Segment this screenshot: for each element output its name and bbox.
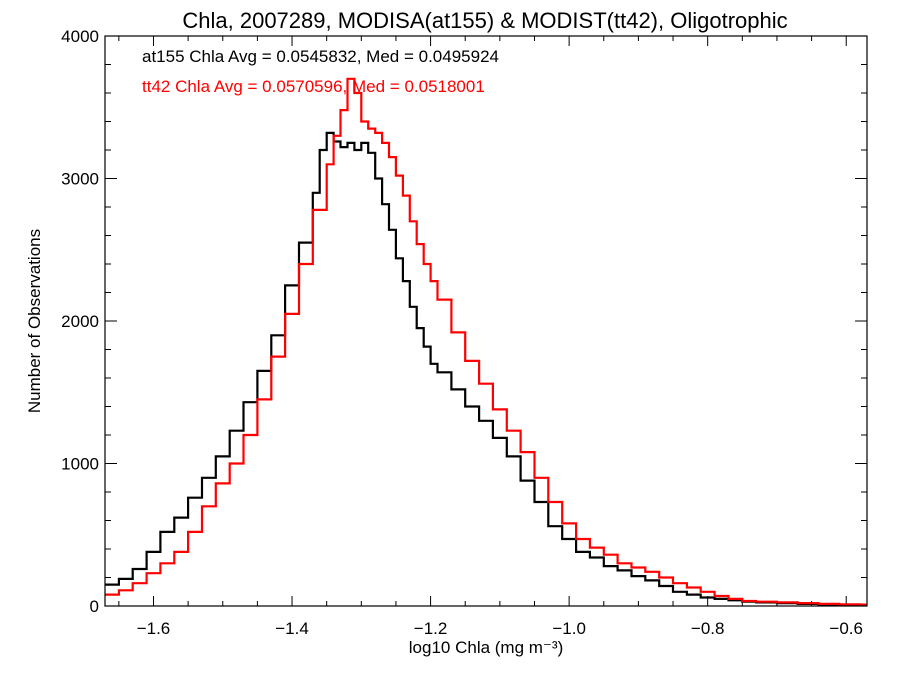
x-tick-label: −0.8: [691, 619, 725, 638]
y-tick-label: 1000: [61, 455, 99, 474]
annotation-at155: at155 Chla Avg = 0.0545832, Med = 0.0495…: [142, 47, 499, 66]
series-line-1: [105, 77, 867, 606]
y-axis-label: Number of Observations: [25, 229, 44, 413]
annotation-tt42: tt42 Chla Avg = 0.0570596, Med = 0.05180…: [142, 77, 485, 96]
y-tick-label: 3000: [61, 170, 99, 189]
series-lines: [105, 77, 867, 607]
y-tick-label: 4000: [61, 27, 99, 46]
x-tick-label: −1.0: [552, 619, 586, 638]
x-tick-label: −1.2: [414, 619, 448, 638]
x-tick-label: −0.6: [829, 619, 863, 638]
x-tick-label: −1.4: [275, 619, 309, 638]
y-tick-label: 0: [90, 597, 99, 616]
x-tick-label: −1.6: [137, 619, 171, 638]
y-tick-label: 2000: [61, 312, 99, 331]
x-axis-label: log10 Chla (mg m⁻³): [409, 638, 563, 657]
axis-ticks: −1.6 −1.4 −1.2 −1.0 −0.8 −0.6 0 1000 2000 3000 400…: [61, 27, 867, 638]
series-line-0: [105, 131, 867, 607]
plot-frame: [104, 35, 868, 607]
chart-title: Chla, 2007289, MODISA(at155) & MODIST(tt…: [182, 8, 787, 33]
